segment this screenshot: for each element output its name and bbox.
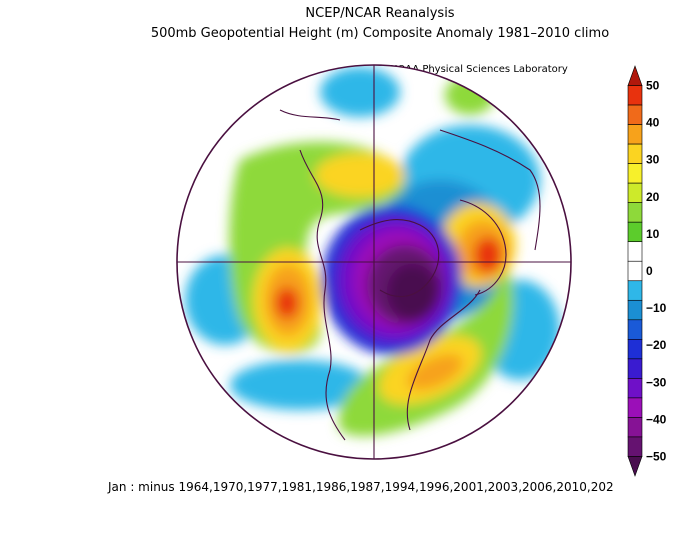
colorbar-segment [627,143,643,164]
coastlines [279,109,541,441]
red-core-east [474,237,502,273]
colorbar-segment [627,65,643,86]
coastline-north-america [299,149,346,441]
anomaly-field [177,65,571,459]
cyan-region-north [320,67,400,117]
colorbar-segment [627,221,643,243]
colorbar-tick-label: 30 [646,153,660,167]
anomaly-shading [185,67,560,437]
cyan-region-southwest [230,360,370,410]
chart-subtitle: 500mb Geopotential Height (m) Composite … [150,26,610,41]
coastline-scandinavia [459,199,507,296]
colorbar-segment [627,163,643,184]
colorbar-segment [627,202,643,223]
colorbar-tick-label: 20 [646,190,660,204]
coastline-asia [439,129,541,251]
colorbar-segment [627,280,643,301]
colorbar-segment [627,241,643,262]
colorbar-tick-label: −50 [646,449,667,463]
colorbar-segment [627,358,643,379]
colorbar-segment [627,456,643,477]
composite-years-footer: Jan : minus 1964,1970,1977,1981,1986,198… [108,480,614,494]
colorbar-segment [627,182,643,203]
deepest-purple-core [387,264,437,320]
red-core-west [275,287,299,319]
colorbar-tick-label: −10 [646,301,667,315]
colorbar-segment [627,85,643,106]
colorbar-segment [627,299,643,321]
map-boundary-circle [176,64,572,460]
colorbar-segment [627,397,643,418]
colorbar-segment [627,124,643,145]
colorbar-segment [627,417,643,438]
colorbar-tick-label: −30 [646,375,667,389]
coastline-alaska [279,109,341,121]
colorbar-tick-label: 40 [646,116,660,130]
colorbar-labels: 50 40 30 20 10 0 −10 −20 −30 −40 −50 [646,79,667,464]
colorbar-tick-label: 50 [646,79,660,93]
colorbar-tick-label: −40 [646,412,667,426]
colorbar-segment [627,319,643,340]
orange-region-south [407,354,463,390]
colorbar-segment [627,378,643,399]
chart-title: NCEP/NCAR Reanalysis [305,6,455,21]
coastline-europe-africa [406,289,481,431]
colorbar-tick-label: 10 [646,227,660,241]
yellow-region-north [315,153,405,197]
colorbar-segment [627,260,643,282]
colorbar-segment [627,104,643,125]
colorbar-tick-label: −20 [646,338,667,352]
colorbar-segment [627,339,643,360]
credit-label: NOAA Physical Sciences Laboratory [390,64,568,75]
coastline-greenland [359,219,440,298]
colorbar-segment [627,436,643,457]
colorbar-segments [627,65,643,477]
colorbar-tick-label: 0 [646,264,653,278]
